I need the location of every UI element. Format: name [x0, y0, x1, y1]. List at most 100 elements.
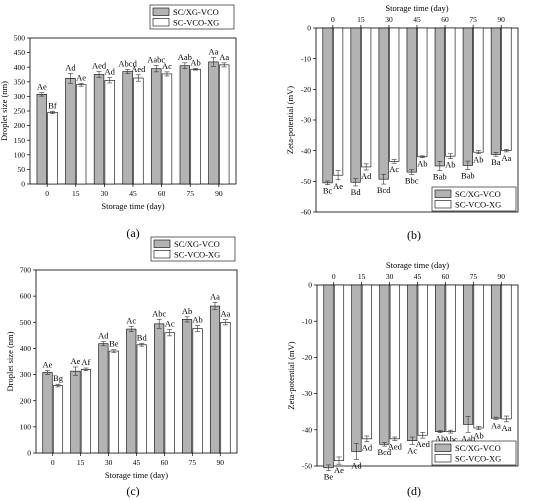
bar-label: Be [324, 472, 334, 482]
legend-entry: SC-VCO-XG [173, 17, 219, 27]
x-tick-label: 60 [161, 458, 169, 467]
y-tick-label: 150 [14, 136, 26, 145]
bar-label: Aed [416, 439, 431, 449]
panel-label: (d) [407, 484, 421, 498]
bar-series-0 [322, 27, 333, 184]
y-tick-label: -60 [301, 208, 311, 217]
x-axis-title: Storage time (day) [105, 470, 168, 480]
x-tick-label: 75 [470, 272, 478, 281]
bar-label: Ae [70, 356, 80, 366]
bar-label: Abc [152, 308, 166, 318]
x-tick-label: 60 [158, 189, 166, 198]
bar-label: Ae [37, 82, 47, 92]
bar-label: Aa [219, 52, 229, 62]
bar-label: Ab [190, 57, 200, 67]
bar-series-0 [122, 71, 133, 185]
bar-label: Ad [98, 331, 109, 341]
bar-label: Aab [178, 52, 192, 62]
x-tick-label: 30 [101, 189, 109, 198]
bar-series-1 [445, 27, 456, 157]
y-tick-label: -20 [301, 85, 311, 94]
y-tick-label: 700 [20, 266, 32, 275]
chart-panel-1: 0 -10 -20 -30 -40 -50 -60 0 15 30 45 60 75 90 Bc Bd Bcd B… [285, 3, 519, 242]
bar-label: Ae [76, 72, 86, 82]
y-tick-label: 400 [20, 344, 32, 353]
legend-entry: SC/XG-VCO [455, 189, 501, 199]
x-tick-label: 60 [441, 15, 449, 24]
bar-series-1 [47, 112, 58, 185]
chart-panel-0: 0 50 100 150 200 250 300 350 400 450 500 0 15 30 45 60 7… [0, 4, 237, 240]
x-tick-label: 0 [332, 272, 336, 281]
bar-series-1 [389, 284, 400, 440]
bar-label: Ac [389, 164, 399, 174]
x-tick-label: 0 [331, 15, 335, 24]
y-tick-label: 400 [14, 63, 26, 72]
bar-series-0 [209, 305, 221, 454]
x-tick-label: 45 [414, 272, 422, 281]
x-tick-label: 15 [77, 458, 85, 467]
x-tick-label: 90 [498, 272, 506, 281]
x-tick-label: 45 [413, 15, 421, 24]
bar-label: Ab [182, 306, 192, 316]
bar-label: Bab [461, 171, 475, 181]
bar-series-1 [361, 27, 372, 168]
y-tick-label: 200 [14, 121, 26, 130]
legend-entry: SC/XG-VCO [173, 7, 219, 17]
bar-series-0 [42, 372, 53, 454]
bar-series-1 [389, 27, 400, 162]
bar-series-0 [208, 61, 219, 185]
bar-series-1 [473, 284, 484, 429]
y-tick-label: 450 [14, 48, 26, 57]
bar-label: Aed [92, 61, 107, 71]
bar-series-1 [220, 321, 231, 454]
bar-series-0 [182, 319, 193, 454]
y-tick-label: -50 [301, 177, 311, 186]
bar-series-0 [126, 328, 137, 454]
x-axis-title: Storage time (day) [386, 260, 449, 270]
y-tick-label: 500 [20, 318, 32, 327]
bar-label: Ac [407, 445, 417, 455]
bar-series-1 [361, 284, 372, 440]
y-axis-title: Droplet size (nm) [5, 331, 15, 391]
x-tick-label: 75 [189, 458, 197, 467]
y-tick-label: -40 [301, 146, 311, 155]
bar-series-0 [435, 284, 446, 432]
bar-series-1 [75, 84, 87, 185]
panel-label: (c) [126, 484, 139, 498]
bar-series-1 [192, 328, 203, 454]
bar-label: Bbc [405, 176, 419, 186]
x-tick-label: 30 [386, 272, 394, 281]
y-tick-label: 100 [14, 150, 26, 159]
legend-swatch [153, 250, 171, 259]
legend-swatch [152, 7, 170, 16]
y-tick-label: 250 [14, 107, 26, 116]
x-tick-label: 90 [497, 15, 505, 24]
bar-label: Ac [126, 315, 136, 325]
bar-label: Aed [131, 64, 146, 74]
bar-label: Bd [137, 332, 148, 342]
y-tick-label: -30 [302, 389, 312, 398]
bar-label: Ad [65, 62, 76, 72]
legend-swatch [152, 18, 170, 27]
bar-label: Bd [351, 187, 362, 197]
legend-swatch [434, 189, 452, 198]
bar-series-1 [219, 64, 230, 185]
x-tick-label: 30 [385, 15, 393, 24]
bar-label: Bg [53, 373, 64, 383]
bar-label: Ba [491, 157, 501, 167]
plot-frame [35, 269, 238, 454]
bar-series-0 [406, 27, 417, 173]
y-axis-title: Zeta-potential (mV) [285, 86, 295, 154]
bar-series-0 [434, 27, 445, 167]
bar-series-1 [80, 369, 91, 454]
y-tick-label: 0 [307, 24, 311, 33]
x-tick-label: 0 [51, 458, 55, 467]
legend-swatch [434, 454, 452, 463]
y-tick-label: 500 [14, 34, 26, 43]
x-axis-title: Storage time (day) [101, 201, 164, 211]
bar-label: Bc [323, 186, 333, 196]
legend-swatch [434, 200, 452, 209]
y-tick-label: 300 [20, 370, 32, 379]
bar-series-1 [333, 27, 344, 176]
